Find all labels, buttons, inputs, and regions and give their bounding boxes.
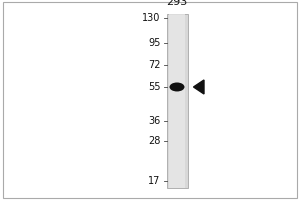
Text: 130: 130 — [142, 13, 160, 23]
Text: 17: 17 — [148, 176, 160, 186]
Text: 293: 293 — [167, 0, 188, 7]
Text: 36: 36 — [148, 116, 160, 126]
FancyBboxPatch shape — [167, 14, 188, 188]
FancyBboxPatch shape — [169, 14, 185, 188]
Polygon shape — [194, 80, 204, 94]
Text: 55: 55 — [148, 82, 161, 92]
Text: 72: 72 — [148, 60, 161, 70]
Ellipse shape — [169, 82, 184, 91]
Text: 95: 95 — [148, 38, 160, 48]
Text: 28: 28 — [148, 136, 160, 146]
